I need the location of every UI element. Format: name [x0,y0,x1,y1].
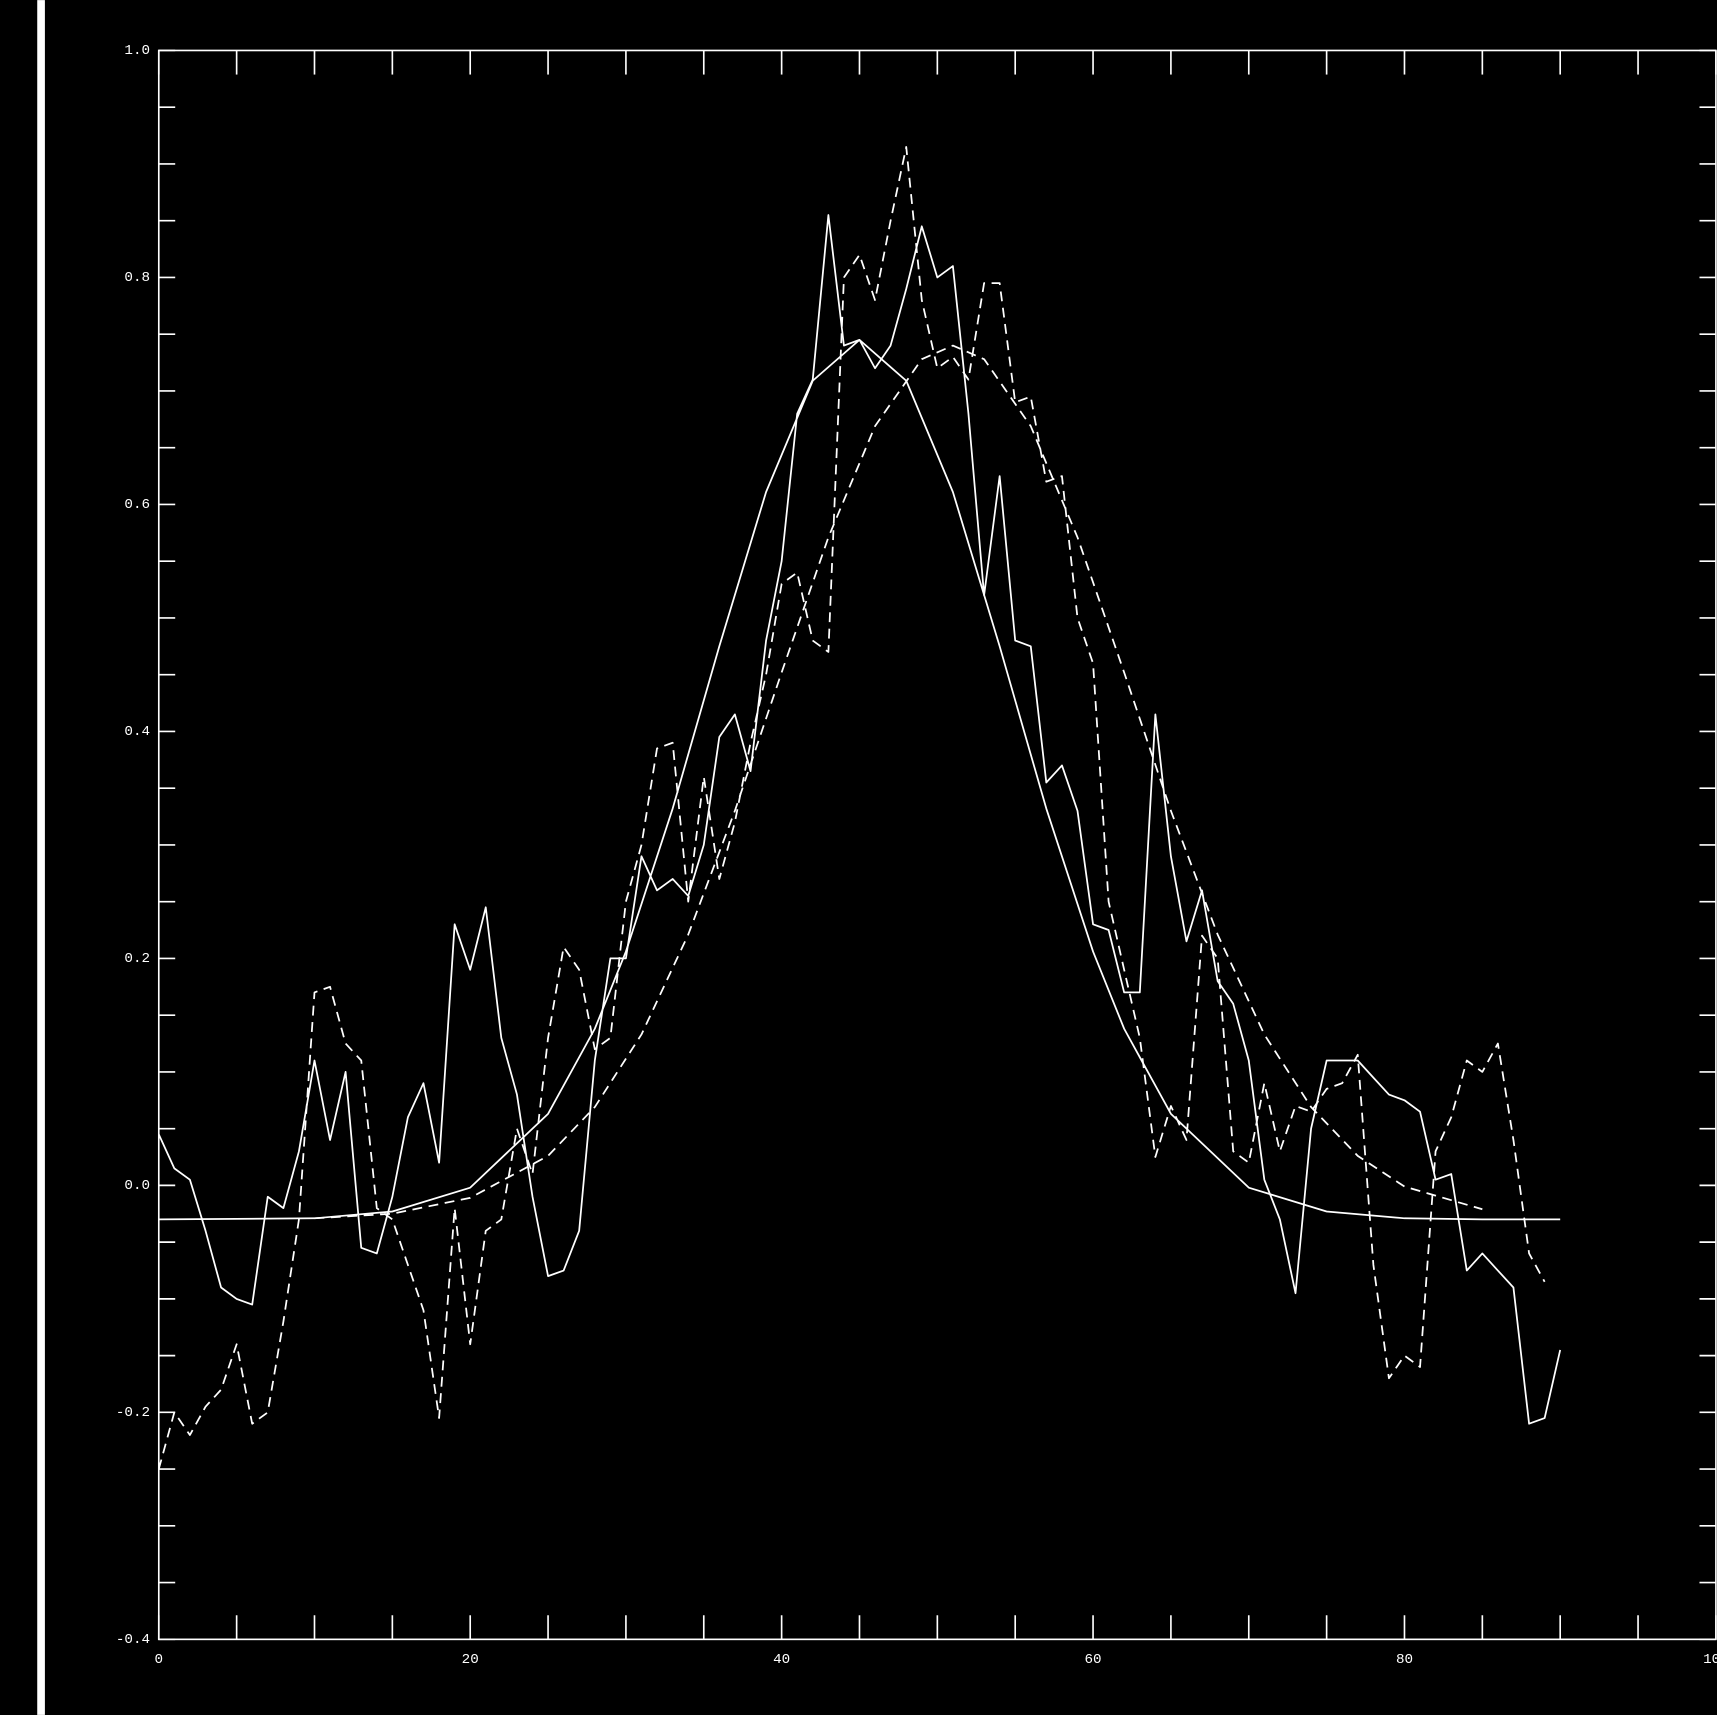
x-tick-label: 60 [1085,1652,1102,1668]
dashed-line [157,146,1546,1470]
x-tick-label: 40 [773,1652,790,1668]
y-tick-label: 0.0 [124,1178,150,1194]
x-tick-label: 20 [462,1652,479,1668]
solid-line [158,339,1561,1221]
y-tick-label: 0.4 [124,724,150,740]
x-tick-label: 100 [1703,1652,1717,1668]
dashed-line [314,344,1483,1220]
y-tick-label: 0.6 [124,497,150,513]
x-tick-label: 80 [1396,1652,1413,1668]
y-tick-label: 1.0 [124,43,150,59]
y-tick-label: 0.2 [124,951,150,967]
panel-divider [37,0,45,1715]
x-tick-label: 0 [155,1652,164,1668]
y-tick-label: -0.2 [116,1405,150,1421]
y-tick-label: -0.4 [116,1632,150,1648]
y-tick-label: 0.8 [124,270,150,286]
